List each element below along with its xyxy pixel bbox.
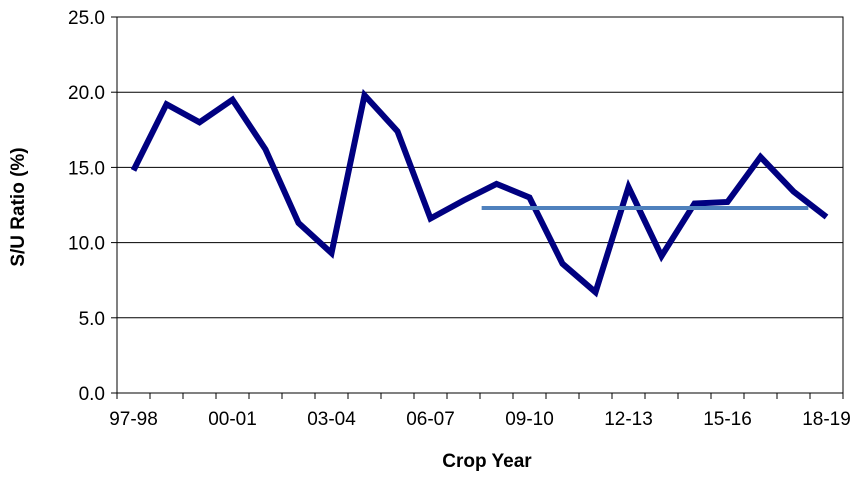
x-axis-title: Crop Year [442, 451, 532, 472]
x-tick-label: 12-13 [604, 409, 653, 430]
plot-area [116, 16, 844, 394]
y-tick-label: 20.0 [68, 83, 105, 104]
y-tick-label: 15.0 [68, 158, 105, 179]
y-tick-label: 0.0 [79, 384, 105, 405]
x-tick-label: 03-04 [307, 409, 356, 430]
x-tick-label: 06-07 [406, 409, 455, 430]
series-line [130, 88, 829, 298]
x-tick-label: 09-10 [505, 409, 554, 430]
y-tick-label: 5.0 [79, 309, 105, 330]
y-tick-label: 25.0 [68, 8, 105, 29]
y-axis: 0.0 5.0 10.0 15.0 20.0 25.0 [68, 8, 117, 405]
x-tick-label: 00-01 [208, 409, 257, 430]
x-tick-label: 97-98 [109, 409, 158, 430]
y-axis-title: S/U Ratio (%) [8, 147, 29, 266]
series-layer [130, 88, 829, 298]
x-axis: 97-98 00-01 03-04 06-07 09-10 12-13 15-16 18-19 [109, 393, 851, 430]
plot-border [116, 16, 844, 394]
y-tick-label: 10.0 [68, 234, 105, 255]
x-tick-label: 18-19 [802, 409, 851, 430]
x-tick-label: 15-16 [703, 409, 752, 430]
gridlines [117, 16, 843, 319]
